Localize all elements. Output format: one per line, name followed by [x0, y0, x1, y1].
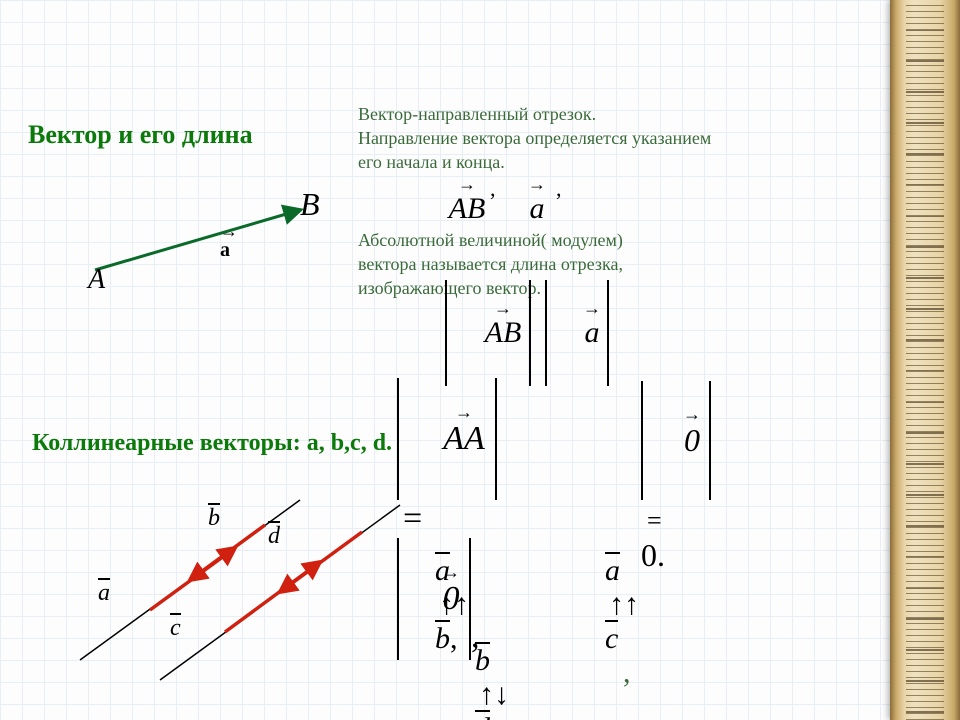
- lbl-c: c: [170, 615, 181, 642]
- comma2: ,: [556, 176, 562, 202]
- lbl-d: d: [268, 523, 280, 550]
- rel2: a ↑↑ c ,: [590, 520, 643, 690]
- comma1: ,: [490, 176, 496, 202]
- collinear-diagram: [0, 0, 450, 720]
- mod-a: a: [530, 246, 609, 386]
- ruler-decoration: [890, 0, 960, 720]
- vec-a: a: [512, 158, 547, 226]
- lbl-a: a: [98, 580, 110, 607]
- rel3: b ↑↓ d: [460, 610, 513, 720]
- lbl-b: b: [208, 505, 220, 532]
